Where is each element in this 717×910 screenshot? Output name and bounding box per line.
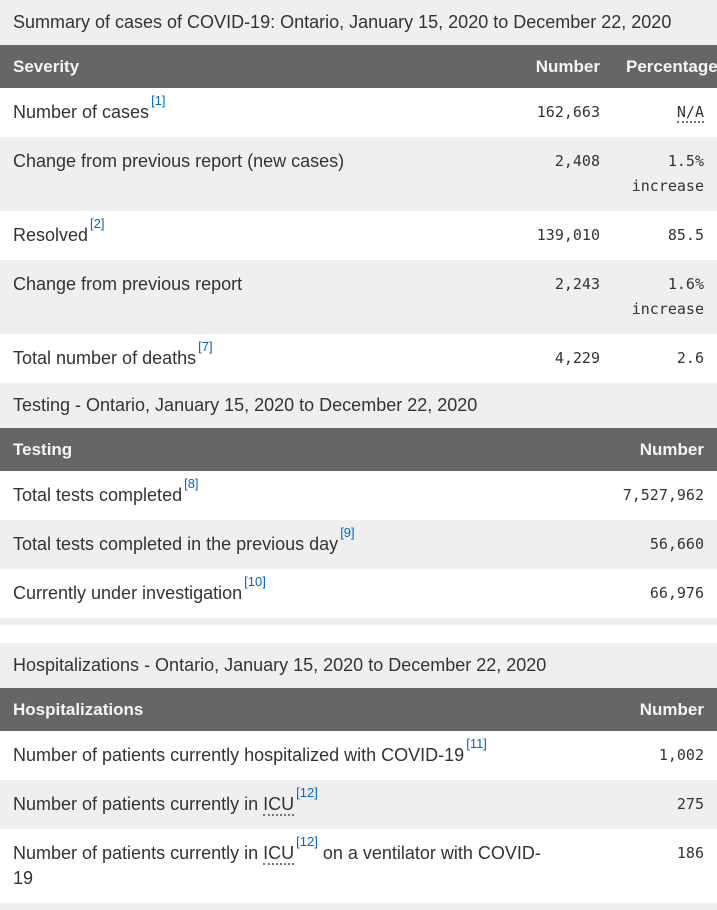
hospitalizations-table-caption: Hospitalizations - Ontario, January 15, … — [0, 643, 717, 688]
number-value: 2,408 — [554, 152, 600, 170]
testing-table: Testing Number Total tests completed[8] … — [0, 428, 717, 625]
table-row-icu-ventilator: Number of patients currently in ICU[12] … — [0, 829, 717, 907]
summary-header-row: Severity Number Percentage — [0, 45, 717, 88]
row-label: Change from previous report (new cases) — [13, 151, 345, 171]
na-abbreviation: N/A — [676, 103, 704, 123]
row-label: Total tests completed — [13, 485, 183, 505]
column-header-percentage: Percentage — [613, 45, 717, 88]
summary-cases-section: Summary of cases of COVID-19: Ontario, J… — [0, 0, 717, 383]
footnote-link-9[interactable]: [9] — [340, 525, 355, 540]
footnote-link-10[interactable]: [10] — [244, 574, 266, 589]
percentage-value-cell: 85.5 — [613, 211, 717, 260]
row-label: Resolved — [13, 225, 89, 245]
number-value: 2,243 — [554, 275, 600, 293]
row-label-cell: Total number of deaths[7] — [0, 334, 480, 383]
hospitalizations-table: Hospitalizations Number Number of patien… — [0, 688, 717, 910]
row-label: Number of patients currently in — [13, 843, 259, 863]
percentage-value-cell: 1.6% increase — [613, 260, 717, 334]
summary-cases-table: Severity Number Percentage Number of cas… — [0, 45, 717, 383]
percentage-value: 2.6 — [676, 349, 704, 367]
row-label-cell: Number of patients currently in ICU[12] — [0, 780, 560, 829]
percentage-value: 1.5% — [667, 152, 704, 170]
number-value: 66,976 — [649, 584, 704, 602]
table-row-tests-previous-day: Total tests completed in the previous da… — [0, 520, 717, 569]
table-row-resolved: Resolved[2] 139,010 85.5 — [0, 211, 717, 260]
row-label-cell: Currently under investigation[10] — [0, 569, 560, 622]
table-row-under-investigation: Currently under investigation[10] 66,976 — [0, 569, 717, 622]
testing-header-row: Testing Number — [0, 428, 717, 471]
table-row-change-new-cases: Change from previous report (new cases) … — [0, 137, 717, 211]
number-value: 186 — [676, 844, 704, 862]
column-header-hospitalizations: Hospitalizations — [0, 688, 560, 731]
table-row-total-deaths: Total number of deaths[7] 4,229 2.6 — [0, 334, 717, 383]
testing-section: Testing - Ontario, January 15, 2020 to D… — [0, 383, 717, 625]
row-label-cell: Number of patients currently hospitalize… — [0, 731, 560, 780]
percentage-value: 1.6% — [667, 275, 704, 293]
row-label: Number of cases — [13, 102, 150, 122]
column-header-testing: Testing — [0, 428, 560, 471]
footnote-link-12[interactable]: [12] — [296, 785, 318, 800]
summary-table-caption: Summary of cases of COVID-19: Ontario, J… — [0, 0, 717, 45]
row-label-cell: Number of patients currently in ICU[12] … — [0, 829, 560, 907]
hospitalizations-header-row: Hospitalizations Number — [0, 688, 717, 731]
icu-abbreviation: ICU — [263, 843, 295, 865]
row-label: Total tests completed in the previous da… — [13, 534, 339, 554]
number-value: 162,663 — [536, 103, 600, 121]
row-label: Total number of deaths — [13, 348, 197, 368]
testing-table-caption: Testing - Ontario, January 15, 2020 to D… — [0, 383, 717, 428]
number-value: 1,002 — [658, 746, 704, 764]
percentage-value: 85.5 — [667, 226, 704, 244]
row-label-cell: Change from previous report — [0, 260, 480, 334]
row-label-cell: Change from previous report (new cases) — [0, 137, 480, 211]
percentage-value-cell: 2.6 — [613, 334, 717, 383]
row-label: Number of patients currently in — [13, 794, 259, 814]
footnote-link-12[interactable]: [12] — [296, 834, 318, 849]
row-label: Change from previous report — [13, 274, 243, 294]
footnote-link-8[interactable]: [8] — [184, 476, 199, 491]
number-value: 139,010 — [536, 226, 600, 244]
number-value: 56,660 — [649, 535, 704, 553]
footnote-link-2[interactable]: [2] — [90, 216, 105, 231]
icu-abbreviation: ICU — [263, 794, 295, 816]
section-spacer — [0, 625, 717, 643]
row-label: Number of patients currently hospitalize… — [13, 745, 465, 765]
hospitalizations-section: Hospitalizations - Ontario, January 15, … — [0, 643, 717, 910]
footnote-link-1[interactable]: [1] — [151, 93, 166, 108]
column-header-number: Number — [560, 428, 717, 471]
column-header-number: Number — [560, 688, 717, 731]
table-row-total-tests: Total tests completed[8] 7,527,962 — [0, 471, 717, 520]
percentage-value-cell: 1.5% increase — [613, 137, 717, 211]
column-header-number: Number — [480, 45, 613, 88]
row-label-cell: Total tests completed[8] — [0, 471, 560, 520]
footnote-link-11[interactable]: [11] — [466, 736, 487, 751]
column-header-severity: Severity — [0, 45, 480, 88]
footnote-link-7[interactable]: [7] — [198, 339, 213, 354]
row-label-cell: Resolved[2] — [0, 211, 480, 260]
number-value: 4,229 — [554, 349, 600, 367]
number-value: 275 — [676, 795, 704, 813]
row-label: Currently under investigation — [13, 583, 243, 603]
number-value: 7,527,962 — [622, 486, 704, 504]
table-row-icu: Number of patients currently in ICU[12] … — [0, 780, 717, 829]
percentage-direction: increase — [631, 177, 704, 195]
row-label-cell: Total tests completed in the previous da… — [0, 520, 560, 569]
table-row-hospitalized: Number of patients currently hospitalize… — [0, 731, 717, 780]
row-label-cell: Number of cases[1] — [0, 88, 480, 137]
percentage-direction: increase — [631, 300, 704, 318]
table-row-number-of-cases: Number of cases[1] 162,663 N/A — [0, 88, 717, 137]
table-row-change-resolved: Change from previous report 2,243 1.6% i… — [0, 260, 717, 334]
percentage-value-cell: N/A — [613, 88, 717, 137]
